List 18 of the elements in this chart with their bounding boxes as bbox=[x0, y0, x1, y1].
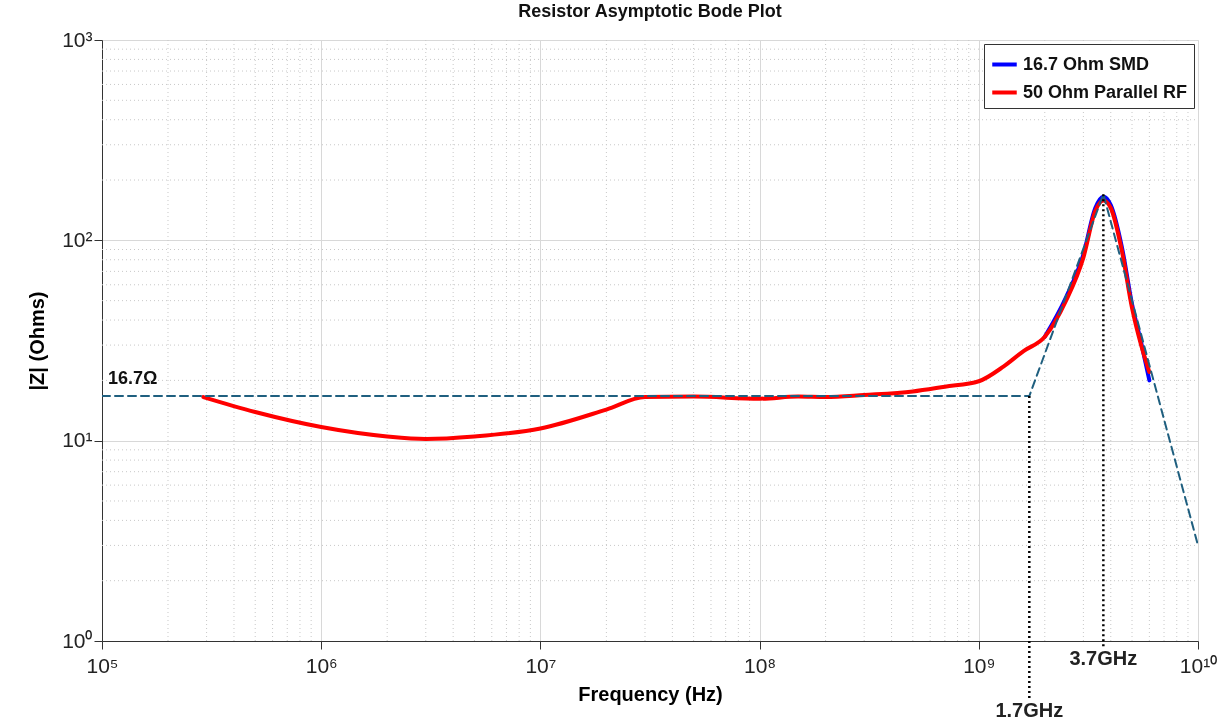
chart-title: Resistor Asymptotic Bode Plot bbox=[518, 1, 782, 21]
x-tick-label: 10⁷ bbox=[525, 653, 557, 677]
annotation: 16.7Ω bbox=[108, 368, 158, 389]
y-tick-label: 10³ bbox=[62, 27, 93, 51]
y-axis-title: |Z| (Ohms) bbox=[26, 291, 49, 391]
y-tick-label: 10¹ bbox=[62, 428, 93, 452]
legend-label: 16.7 Ohm SMD bbox=[1023, 53, 1150, 74]
x-tick-label: 10⁶ bbox=[305, 653, 338, 677]
y-tick-label: 10² bbox=[62, 227, 93, 251]
x-tick-label: 10⁸ bbox=[743, 653, 777, 677]
ref-line-label: 1.7GHz bbox=[995, 699, 1064, 721]
x-tick-label: 10⁹ bbox=[963, 653, 996, 677]
y-tick-label: 10⁰ bbox=[62, 628, 93, 652]
x-axis-title: Frequency (Hz) bbox=[578, 682, 723, 705]
x-tick-label: 10⁵ bbox=[86, 653, 119, 677]
x-tick-label: 10¹⁰ bbox=[1179, 653, 1218, 677]
legend-label: 50 Ohm Parallel RF bbox=[1023, 81, 1188, 102]
ref-line-label: 3.7GHz bbox=[1069, 647, 1138, 669]
